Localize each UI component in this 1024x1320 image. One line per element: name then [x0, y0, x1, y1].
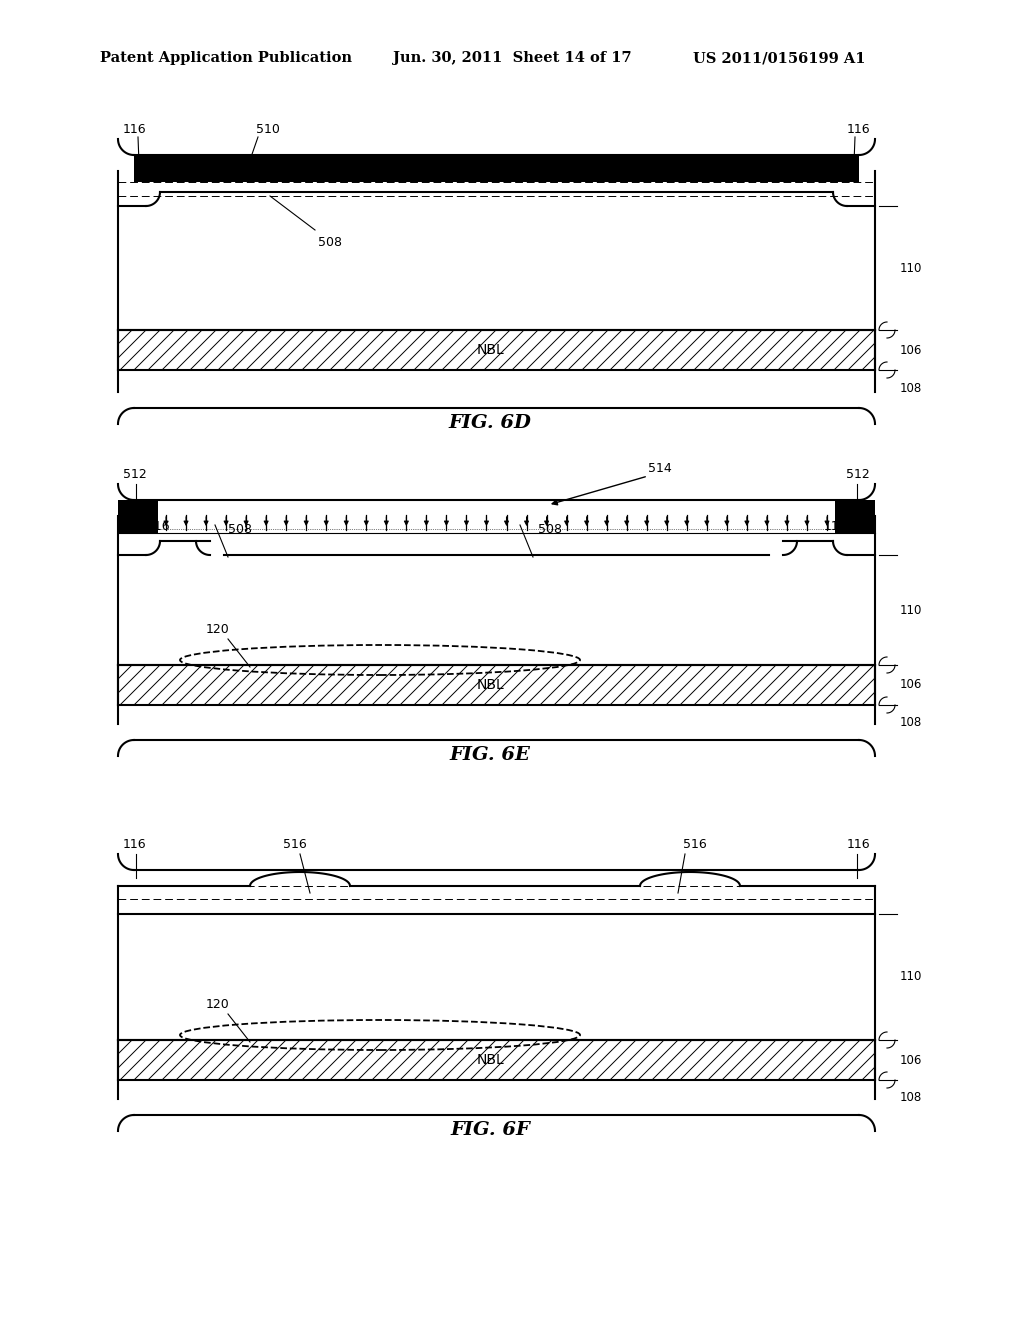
- Text: 514: 514: [648, 462, 672, 475]
- Text: 106: 106: [900, 678, 923, 692]
- Text: 516: 516: [283, 838, 307, 851]
- Text: FIG. 6D: FIG. 6D: [449, 414, 531, 432]
- Text: 512: 512: [123, 469, 146, 480]
- Text: 110: 110: [900, 970, 923, 983]
- Text: 508: 508: [318, 235, 342, 248]
- Text: 120: 120: [206, 998, 229, 1011]
- Text: 120: 120: [206, 623, 229, 636]
- Text: Patent Application Publication: Patent Application Publication: [100, 51, 352, 65]
- Text: 116: 116: [823, 520, 847, 533]
- Text: 510: 510: [256, 123, 280, 136]
- Text: 108: 108: [900, 383, 923, 396]
- Text: 108: 108: [900, 715, 923, 729]
- Bar: [134, 154, 859, 182]
- Text: 116: 116: [847, 123, 870, 136]
- Text: 116: 116: [123, 123, 146, 136]
- Text: 110: 110: [900, 261, 923, 275]
- Text: 116: 116: [847, 838, 870, 851]
- Text: 508: 508: [228, 523, 252, 536]
- Text: 512: 512: [846, 469, 870, 480]
- Bar: [118, 500, 158, 533]
- Text: 106: 106: [900, 343, 923, 356]
- Text: 116: 116: [123, 838, 146, 851]
- Text: 108: 108: [900, 1092, 923, 1104]
- Text: 116: 116: [146, 520, 170, 533]
- Bar: [835, 500, 874, 533]
- Text: 110: 110: [900, 603, 923, 616]
- Text: NBL: NBL: [476, 678, 504, 692]
- Text: 516: 516: [683, 838, 707, 851]
- Text: Jun. 30, 2011  Sheet 14 of 17: Jun. 30, 2011 Sheet 14 of 17: [393, 51, 632, 65]
- Text: NBL: NBL: [476, 1053, 504, 1067]
- Text: US 2011/0156199 A1: US 2011/0156199 A1: [693, 51, 865, 65]
- Text: 508: 508: [538, 523, 562, 536]
- Text: FIG. 6E: FIG. 6E: [450, 746, 530, 764]
- Text: 106: 106: [900, 1053, 923, 1067]
- Text: FIG. 6F: FIG. 6F: [451, 1121, 530, 1139]
- Text: NBL: NBL: [476, 343, 504, 356]
